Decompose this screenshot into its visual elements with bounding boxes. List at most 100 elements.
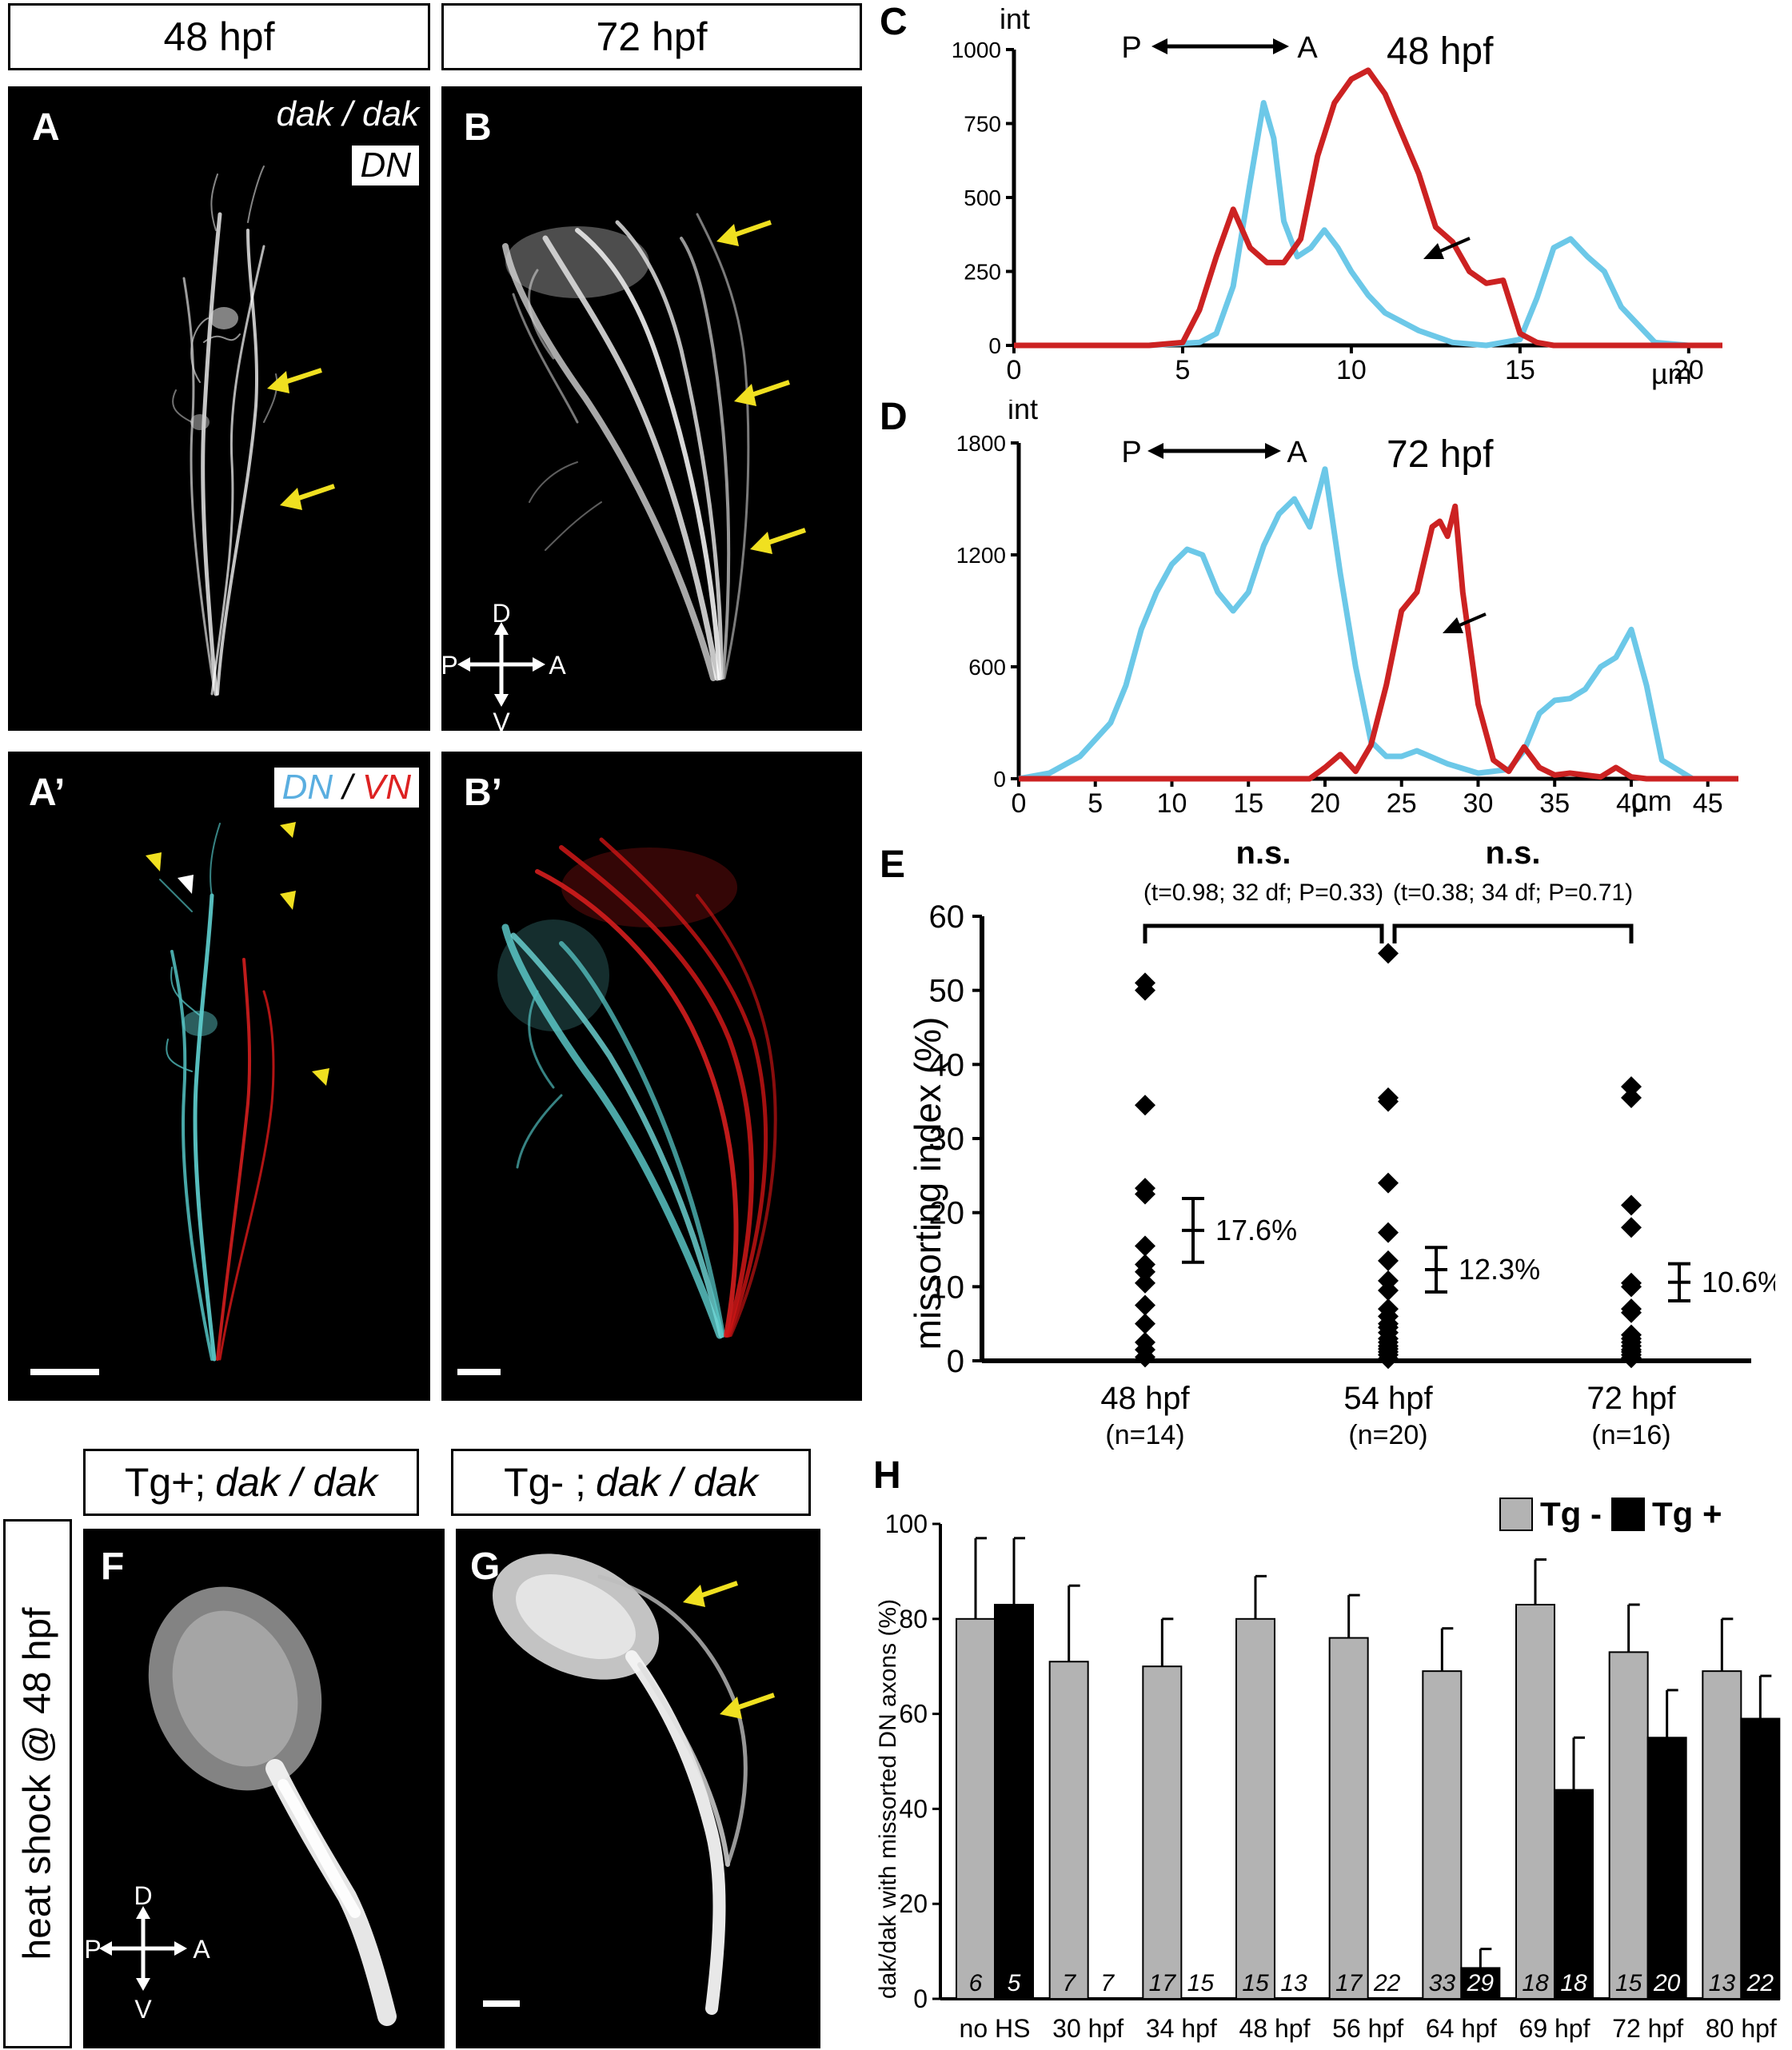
arrowhead-yellow-2 bbox=[280, 822, 296, 838]
chartD-x-tick-label: 25 bbox=[1387, 788, 1417, 819]
panel-E-data-point bbox=[1621, 1347, 1642, 1369]
vn-stain-label: VN bbox=[361, 768, 411, 807]
panel-D-ylabel: int bbox=[1008, 400, 1038, 425]
panel-E-category-label: 48 hpf bbox=[1100, 1381, 1190, 1416]
panel-H-n-label: 15 bbox=[1242, 1970, 1269, 1996]
chartC-y-tick-label: 750 bbox=[964, 112, 1001, 137]
panel-E-mean-label: 12.3% bbox=[1459, 1253, 1540, 1286]
chartC-y-tick-label: 1000 bbox=[952, 38, 1001, 62]
panel-H-y-tick-label: 80 bbox=[899, 1605, 928, 1633]
panel-H-n-label: 13 bbox=[1280, 1970, 1307, 1996]
heat-shock-label-box: heat shock @ 48 hpf bbox=[3, 1519, 72, 2048]
panel-E-mean-label: 10.6% bbox=[1702, 1266, 1775, 1298]
panel-G-axons bbox=[483, 1553, 775, 2015]
chartD-x-tick-label: 10 bbox=[1157, 788, 1187, 819]
panel-B-axis-d: D bbox=[492, 599, 510, 628]
panel-G-yellow-arrows bbox=[683, 1581, 775, 1719]
panel-H-n-label: 20 bbox=[1653, 1970, 1681, 1996]
panel-H-category-label: 48 hpf bbox=[1239, 2014, 1311, 2043]
panel-E-y-tick-label: 30 bbox=[929, 1122, 965, 1157]
panel-B-prime-axons bbox=[457, 837, 777, 1375]
panel-D-title: 72 hpf bbox=[1387, 433, 1494, 476]
panel-E-y-tick-label: 40 bbox=[929, 1047, 965, 1083]
panel-D-xunit: µm bbox=[1631, 784, 1672, 817]
panel-F-axis-cross bbox=[99, 1906, 187, 1991]
chartC-y-tick-label: 250 bbox=[964, 260, 1001, 285]
panel-H-category-label: no HS bbox=[960, 2014, 1031, 2043]
panel-H-n-label: 7 bbox=[1062, 1970, 1076, 1996]
chartD-x-tick-label: 40 bbox=[1616, 788, 1646, 819]
panel-C-direction-arrow bbox=[1151, 38, 1289, 54]
panel-F-axons: D V P A bbox=[84, 1586, 397, 2026]
panel-H-n-label: 33 bbox=[1429, 1970, 1456, 1996]
panel-H-bar bbox=[1142, 1665, 1183, 2000]
panel-H-bar bbox=[1235, 1617, 1275, 2000]
arrowhead-yellow-4 bbox=[312, 1068, 329, 1086]
panel-F-micrograph: D V P A F bbox=[83, 1529, 445, 2048]
panel-A-prime-scale-bar bbox=[30, 1369, 99, 1375]
header-72hpf: 72 hpf bbox=[441, 3, 862, 70]
panel-H-bar bbox=[1608, 1651, 1649, 2000]
panel-A-prime-stain: DN / VN bbox=[273, 768, 419, 808]
panel-G-micrograph: G bbox=[456, 1529, 820, 2048]
chartC-x-tick-label: 5 bbox=[1175, 355, 1190, 385]
panel-H-bar bbox=[1702, 1670, 1742, 2000]
panel-B-label: B bbox=[464, 106, 492, 149]
panel-E-significance-label: n.s. bbox=[1236, 836, 1291, 871]
panel-C-label: C bbox=[880, 1, 908, 43]
panel-H-y-tick-label: 40 bbox=[899, 1794, 928, 1823]
chartD-series-vn-line bbox=[1019, 503, 1738, 782]
panel-H-bar bbox=[1740, 1717, 1781, 2000]
panel-E-label: E bbox=[880, 844, 906, 886]
panel-C-chart: int 48 hpf P A 0 5 10 15 20 0 250 500 750 1000 µm bbox=[952, 2, 1722, 390]
panel-A-prime-micrograph: A’ DN / VN bbox=[8, 752, 430, 1401]
panel-E-y-tick-label: 10 bbox=[929, 1270, 965, 1305]
chartD-y-tick-label: 0 bbox=[993, 767, 1006, 792]
panel-H-bar bbox=[994, 1603, 1034, 2000]
panel-H-n-label: 7 bbox=[1100, 1970, 1115, 1996]
panel-A-micrograph: A dak / dak DN bbox=[8, 86, 430, 731]
panel-B-prime-micrograph: B’ bbox=[441, 752, 862, 1401]
panel-E-comparison-bracket bbox=[1392, 923, 1634, 943]
panel-E-data-point bbox=[1621, 1276, 1642, 1298]
chartD-y-tick-label: 1800 bbox=[956, 431, 1006, 456]
panel-H-n-label: 17 bbox=[1335, 1970, 1363, 1996]
panel-H-n-label: 18 bbox=[1560, 1970, 1587, 1996]
panel-F-axis-p: P bbox=[84, 1935, 101, 1964]
arrowhead-white bbox=[178, 875, 194, 894]
panel-E-data-point bbox=[1621, 1195, 1642, 1216]
stain-separator: / bbox=[333, 768, 362, 807]
panel-F-label: F bbox=[101, 1545, 125, 1588]
panel-G-label: G bbox=[470, 1545, 501, 1588]
panel-H-y-tick-label: 20 bbox=[899, 1889, 928, 1918]
panel-E-data-point bbox=[1378, 1279, 1399, 1301]
panel-E-category-label: 54 hpf bbox=[1343, 1381, 1433, 1416]
panel-E-chart: missorting index (%) 0 10 20 30 40 50 60 48 hpf… bbox=[907, 836, 1775, 1450]
chartD-x-tick-label: 0 bbox=[1012, 788, 1027, 819]
panel-H-n-label: 5 bbox=[1008, 1970, 1021, 1996]
panel-B-micrograph: D V P A B bbox=[441, 86, 862, 731]
panel-D-direction-arrow bbox=[1147, 443, 1281, 459]
panel-A-prime-arrowheads bbox=[146, 822, 329, 1086]
panel-E-data-point bbox=[1135, 979, 1155, 1001]
panel-E-data-point bbox=[1378, 1091, 1399, 1112]
panel-H-n-label: 18 bbox=[1522, 1970, 1549, 1996]
chartD-y-tick-label: 1200 bbox=[956, 543, 1006, 568]
heat-shock-label: heat shock @ 48 hpf bbox=[16, 1607, 59, 1960]
panel-F-axis-d: D bbox=[134, 1881, 152, 1910]
header-tg-minus: Tg- ; dak / dak bbox=[451, 1449, 811, 1516]
panel-E-data-point bbox=[1621, 1076, 1642, 1098]
panel-B-axis-cross bbox=[457, 622, 545, 707]
panel-H-label: H bbox=[873, 1454, 901, 1497]
chartC-series-dn-line bbox=[1014, 100, 1722, 349]
panel-E-y-tick-label: 60 bbox=[929, 899, 965, 935]
header-tg-minus-prefix: Tg- ; bbox=[504, 1460, 586, 1505]
panel-H-n-label: 29 bbox=[1467, 1970, 1495, 1996]
chartD-series-dn-line bbox=[1018, 466, 1738, 782]
panel-B-prime-scale-bar bbox=[457, 1369, 501, 1375]
header-48hpf: 48 hpf bbox=[8, 3, 430, 70]
panel-H-y-tick-label: 60 bbox=[899, 1700, 928, 1729]
chartC-series-vn-line bbox=[1014, 67, 1722, 349]
panel-H-bar bbox=[1460, 1967, 1501, 2000]
panel-H-category-label: 80 hpf bbox=[1706, 2014, 1777, 2043]
